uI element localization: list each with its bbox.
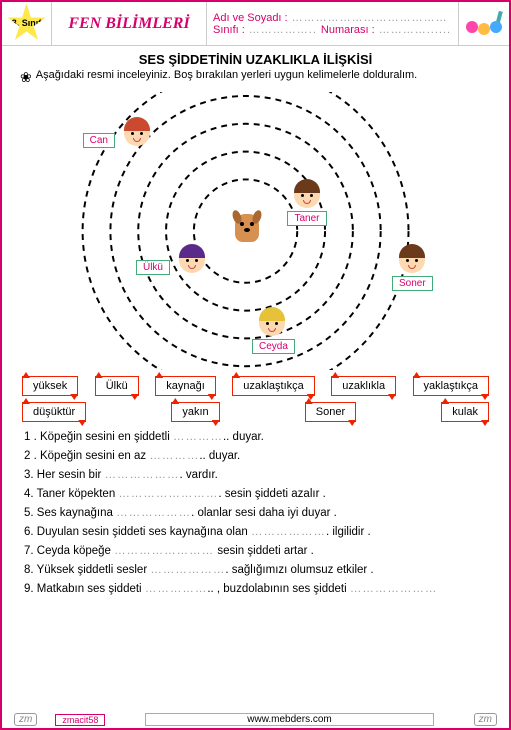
- question-line: 7. Ceyda köpeğe …………………… sesin şiddeti a…: [24, 542, 487, 561]
- dog-icon: [230, 214, 264, 252]
- grade-badge: 3. Sınıf: [2, 2, 52, 45]
- name-tag: Ceyda: [252, 339, 295, 354]
- word-bank: yüksek Ülkü kaynağı uzaklaştıkça uzaklıkla ya…: [2, 376, 509, 422]
- fill-blank[interactable]: …………………: [350, 583, 438, 595]
- header: 3. Sınıf FEN BİLİMLERİ Adı ve Soyadı : ……: [2, 2, 509, 46]
- footer-badge-right: zm: [474, 713, 497, 726]
- question-line: 1 . Köpeğin sesini en şiddetli ………….. du…: [24, 428, 487, 447]
- class-blank[interactable]: ……………..: [249, 24, 317, 36]
- name-tag: Ülkü: [136, 260, 170, 275]
- student-info: Adı ve Soyadı : ………………………………… Sınıfı : ……: [207, 2, 459, 45]
- fill-blank[interactable]: ………………: [116, 507, 191, 519]
- class-label: Sınıfı :: [213, 24, 245, 36]
- fill-blank[interactable]: ……………………: [114, 545, 214, 557]
- fill-blank[interactable]: …………: [149, 450, 199, 462]
- question-line: 9. Matkabın ses şiddeti …………….. , buzdol…: [24, 580, 487, 599]
- person-ülkü: Ülkü: [172, 247, 212, 273]
- header-illustration: [459, 2, 509, 45]
- person-soner: Soner: [392, 247, 432, 291]
- question-line: 6. Duyulan sesin şiddeti ses kaynağına o…: [24, 523, 487, 542]
- footer-author: zmacit58: [55, 714, 105, 726]
- questions: 1 . Köpeğin sesini en şiddetli ………….. du…: [2, 422, 509, 599]
- instruction-text: Aşağıdaki resmi inceleyiniz. Boş bırakıl…: [36, 69, 418, 81]
- question-line: 2 . Köpeğin sesini en az ………….. duyar.: [24, 447, 487, 466]
- number-blank[interactable]: …………......: [379, 24, 451, 36]
- worksheet-page: 3. Sınıf FEN BİLİMLERİ Adı ve Soyadı : ……: [0, 0, 511, 730]
- fill-blank[interactable]: …………: [173, 431, 223, 443]
- word-tag[interactable]: Ülkü: [95, 376, 139, 396]
- grade-text: 3. Sınıf: [12, 19, 42, 28]
- fill-blank[interactable]: ……………………: [118, 488, 218, 500]
- subject-title: FEN BİLİMLERİ: [52, 2, 207, 45]
- name-label: Adı ve Soyadı :: [213, 12, 288, 24]
- worksheet-title: SES ŞİDDETİNİN UZAKLIKLA İLİŞKİSİ: [2, 52, 509, 67]
- word-tag[interactable]: uzaklaştıkça: [232, 376, 315, 396]
- question-line: 8. Yüksek şiddetli sesler ………………. sağlığ…: [24, 561, 487, 580]
- footer: zm zmacit58 www.mebders.com zm: [2, 713, 509, 726]
- footer-site: www.mebders.com: [145, 713, 433, 726]
- number-label: Numarası :: [321, 24, 375, 36]
- word-tag[interactable]: düşüktür: [22, 402, 86, 422]
- footer-badge: zm: [14, 713, 37, 726]
- flower-icon: ❀: [20, 69, 32, 86]
- fill-blank[interactable]: ………………: [251, 526, 326, 538]
- name-tag: Soner: [392, 276, 433, 291]
- word-tag[interactable]: yüksek: [22, 376, 78, 396]
- person-taner: Taner: [287, 182, 327, 226]
- word-tag[interactable]: kaynağı: [155, 376, 216, 396]
- word-tag[interactable]: yakın: [171, 402, 219, 422]
- word-tag[interactable]: Soner: [305, 402, 356, 422]
- sound-diagram: Can Taner Ülkü Soner Ceyda: [22, 92, 489, 372]
- name-tag: Taner: [287, 211, 326, 226]
- question-line: 5. Ses kaynağına ………………. olanlar sesi da…: [24, 504, 487, 523]
- instruction: ❀ Aşağıdaki resmi inceleyiniz. Boş bırak…: [2, 67, 509, 88]
- fill-blank[interactable]: ……………: [145, 583, 208, 595]
- question-line: 3. Her sesin bir ………………. vardır.: [24, 466, 487, 485]
- question-line: 4. Taner köpekten ……………………. sesin şiddet…: [24, 485, 487, 504]
- word-tag[interactable]: yaklaştıkça: [413, 376, 489, 396]
- name-tag: Can: [83, 133, 115, 148]
- fill-blank[interactable]: ………………: [105, 469, 180, 481]
- word-tag[interactable]: kulak: [441, 402, 489, 422]
- fill-blank[interactable]: ………………: [150, 564, 225, 576]
- person-ceyda: Ceyda: [252, 310, 292, 354]
- name-blank[interactable]: …………………………………: [292, 12, 448, 24]
- star-icon: 3. Sınıf: [7, 4, 47, 44]
- person-can: Can: [117, 120, 157, 146]
- word-tag[interactable]: uzaklıkla: [331, 376, 396, 396]
